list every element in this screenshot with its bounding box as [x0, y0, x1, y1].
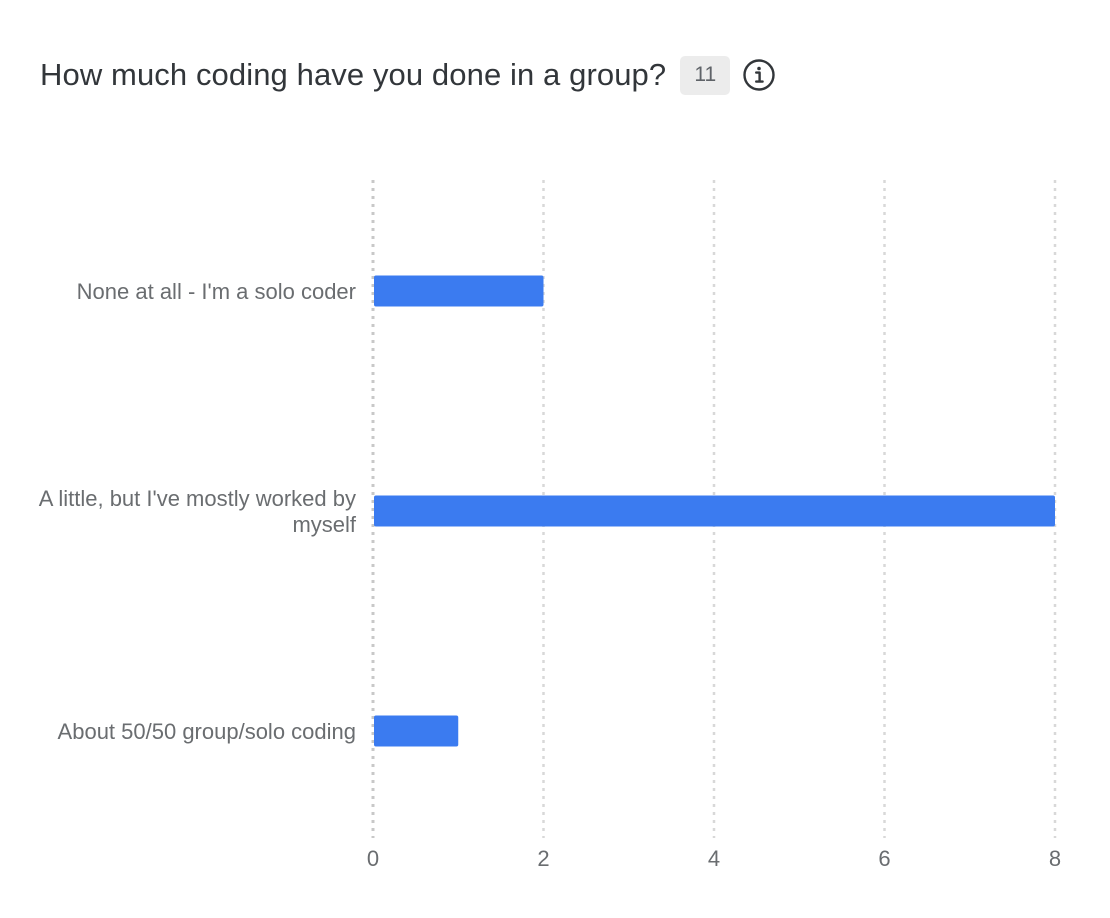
category-label-line: About 50/50 group/solo coding	[58, 719, 356, 744]
response-count-badge: 11	[680, 55, 731, 95]
category-label: About 50/50 group/solo coding	[58, 719, 356, 744]
x-axis-tick-labels: 0 2 4 6 8	[367, 846, 1061, 871]
category-label-line: None at all - I'm a solo coder	[77, 279, 356, 304]
question-title: How much coding have you done in a group…	[40, 57, 667, 92]
x-tick-label: 0	[367, 846, 379, 871]
x-tick-label: 8	[1049, 846, 1061, 871]
category-label: None at all - I'm a solo coder	[77, 279, 356, 304]
x-tick-label: 4	[708, 846, 720, 871]
category-label-line: myself	[292, 512, 356, 537]
bar[interactable]	[374, 495, 1055, 527]
category-label-line: A little, but I've mostly worked by	[39, 486, 356, 511]
x-tick-label: 2	[537, 846, 549, 871]
x-tick-label: 6	[878, 846, 890, 871]
question-header: How much coding have you done in a group…	[40, 52, 776, 98]
bar[interactable]	[374, 715, 459, 747]
category-label: A little, but I've mostly worked by mysel…	[39, 486, 357, 537]
bar[interactable]	[374, 275, 544, 307]
bars	[374, 275, 1055, 747]
category-labels: None at all - I'm a solo coder A little, …	[39, 279, 357, 744]
info-circle-icon[interactable]	[742, 58, 776, 92]
